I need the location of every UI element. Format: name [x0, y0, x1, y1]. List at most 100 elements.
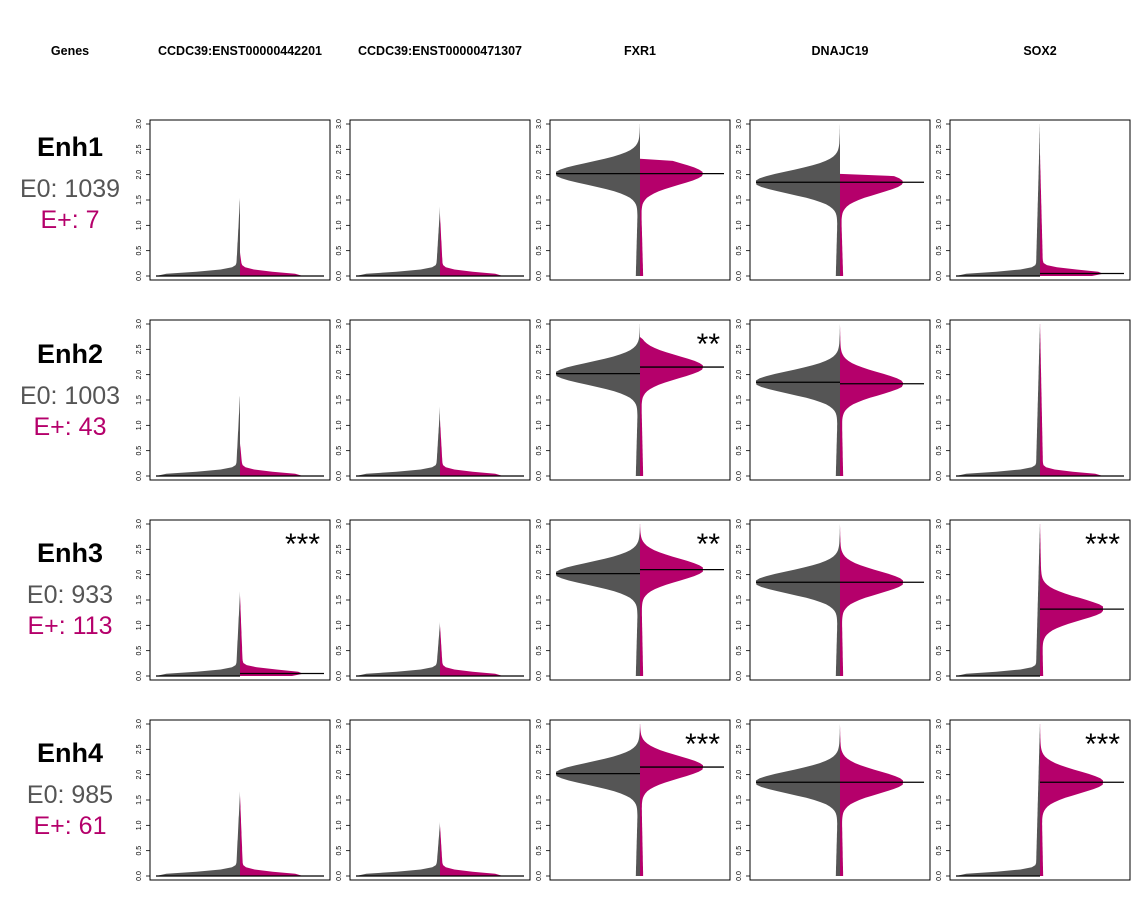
- violin-eplus: [440, 324, 503, 476]
- y-tick-label: 3.0: [936, 719, 943, 729]
- panel-frame: [149, 319, 331, 481]
- y-tick-label: 2.5: [736, 744, 743, 754]
- y-tick-label: 1.0: [536, 220, 543, 230]
- y-tick-label: 0.0: [336, 671, 343, 681]
- panel-frame: [349, 119, 531, 281]
- y-tick-label: 3.0: [936, 519, 943, 529]
- y-tick-label: 3.0: [336, 319, 343, 329]
- y-tick-label: 1.5: [936, 595, 943, 605]
- y-tick-label: 3.0: [536, 519, 543, 529]
- e0-count: E0: 933: [26, 581, 114, 609]
- column-header: CCDC39:ENST00000442201: [158, 44, 322, 58]
- y-tick-label: 2.5: [936, 144, 943, 154]
- y-tick-label: 1.0: [736, 220, 743, 230]
- y-tick-label: 0.0: [336, 871, 343, 881]
- y-tick-label: 0.0: [936, 271, 943, 281]
- y-tick-label: 0.5: [336, 646, 343, 656]
- y-tick-label: 0.0: [936, 471, 943, 481]
- y-tick-label: 1.0: [736, 420, 743, 430]
- y-tick-label: 2.5: [736, 544, 743, 554]
- significance-label: ***: [285, 528, 320, 561]
- y-tick-label: 3.0: [336, 719, 343, 729]
- violin-e0: [956, 524, 1040, 676]
- y-tick-label: 0.5: [736, 846, 743, 856]
- violin-eplus: [1040, 324, 1103, 476]
- y-tick-label: 0.0: [936, 671, 943, 681]
- y-tick-label: 1.5: [536, 395, 543, 405]
- y-tick-label: 3.0: [136, 319, 143, 329]
- violin-e0: [756, 724, 840, 876]
- y-tick-label: 1.5: [336, 395, 343, 405]
- violin-eplus: [1040, 524, 1103, 676]
- y-tick-label: 2.0: [936, 370, 943, 380]
- panel-frame: [149, 119, 331, 281]
- violin-e0: [556, 724, 640, 876]
- y-tick-label: 0.0: [136, 871, 143, 881]
- y-tick-label: 1.5: [936, 795, 943, 805]
- violin-e0: [556, 324, 640, 476]
- panel-frame: [749, 119, 931, 281]
- enhancer-name: Enh4: [36, 738, 103, 768]
- panel-frame: [949, 319, 1131, 481]
- y-tick-label: 2.5: [536, 744, 543, 754]
- violin-eplus: [440, 124, 503, 276]
- y-tick-label: 0.5: [936, 846, 943, 856]
- y-tick-label: 2.5: [536, 544, 543, 554]
- violin-eplus: [1040, 124, 1103, 276]
- y-tick-label: 0.0: [736, 271, 743, 281]
- violin-e0: [356, 324, 440, 476]
- y-tick-label: 2.5: [336, 744, 343, 754]
- y-tick-label: 1.5: [536, 195, 543, 205]
- panel-frame: [949, 519, 1131, 681]
- y-tick-label: 2.0: [336, 570, 343, 580]
- violin-e0: [356, 724, 440, 876]
- y-tick-label: 2.0: [936, 170, 943, 180]
- y-tick-label: 2.5: [936, 344, 943, 354]
- panel-frame: [749, 519, 931, 681]
- y-tick-label: 2.0: [736, 370, 743, 380]
- y-tick-label: 0.5: [336, 246, 343, 256]
- y-tick-label: 0.0: [936, 871, 943, 881]
- y-tick-label: 0.5: [136, 246, 143, 256]
- enhancer-name: Enh2: [36, 339, 103, 369]
- y-tick-label: 2.5: [936, 744, 943, 754]
- y-tick-label: 0.0: [536, 871, 543, 881]
- significance-label: ***: [685, 728, 720, 761]
- y-tick-label: 1.0: [536, 620, 543, 630]
- y-tick-label: 0.5: [736, 446, 743, 456]
- column-header: CCDC39:ENST00000471307: [358, 44, 522, 58]
- row-label: Enh4 E0: 985 E+: 61: [0, 738, 140, 841]
- y-tick-label: 2.0: [336, 370, 343, 380]
- violin-e0: [156, 124, 240, 276]
- y-tick-label: 2.0: [736, 570, 743, 580]
- violin-e0: [756, 324, 840, 476]
- panel-frame: [349, 319, 531, 481]
- y-tick-label: 2.0: [536, 770, 543, 780]
- panel-frame: [549, 119, 731, 281]
- y-tick-label: 0.5: [736, 246, 743, 256]
- violin-eplus: [640, 124, 703, 276]
- violin-e0: [756, 524, 840, 676]
- y-tick-label: 0.0: [536, 271, 543, 281]
- y-tick-label: 3.0: [336, 119, 343, 129]
- y-tick-label: 1.0: [536, 420, 543, 430]
- y-tick-label: 3.0: [736, 519, 743, 529]
- violin-eplus: [240, 524, 303, 676]
- panel-frame: [949, 719, 1131, 881]
- y-tick-label: 3.0: [336, 519, 343, 529]
- y-tick-label: 0.0: [536, 671, 543, 681]
- y-tick-label: 1.0: [736, 820, 743, 830]
- y-tick-label: 1.0: [936, 420, 943, 430]
- violin-eplus: [1040, 724, 1103, 876]
- y-tick-label: 1.5: [336, 795, 343, 805]
- violin-e0: [556, 524, 640, 676]
- panel-frame: [149, 719, 331, 881]
- y-tick-label: 1.5: [936, 195, 943, 205]
- violin-eplus: [240, 124, 303, 276]
- y-tick-label: 0.0: [136, 671, 143, 681]
- y-tick-label: 2.5: [936, 544, 943, 554]
- panel-frame: [549, 319, 731, 481]
- y-tick-label: 2.5: [336, 144, 343, 154]
- significance-label: **: [697, 528, 721, 561]
